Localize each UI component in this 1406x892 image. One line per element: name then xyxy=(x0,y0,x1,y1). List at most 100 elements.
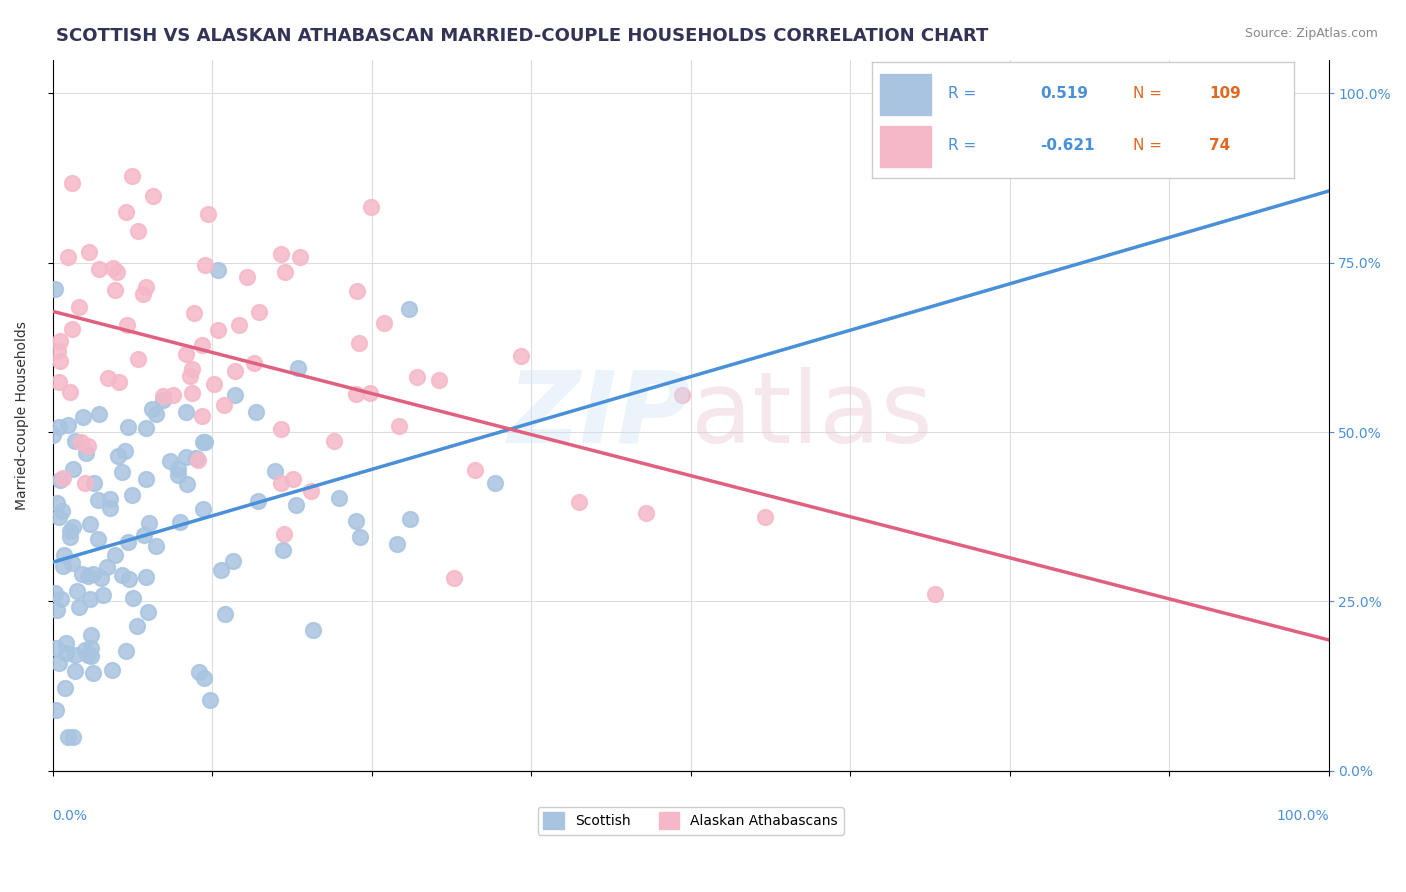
Point xyxy=(207,263,229,277)
Point xyxy=(127,224,149,238)
Point xyxy=(79,591,101,606)
Point xyxy=(344,514,367,528)
Point xyxy=(83,476,105,491)
Point xyxy=(302,623,325,637)
Point xyxy=(245,405,267,419)
Point xyxy=(174,450,197,465)
Point xyxy=(56,418,79,433)
Point xyxy=(111,465,134,479)
Point xyxy=(399,512,422,526)
Point xyxy=(104,548,127,562)
Point xyxy=(48,334,70,348)
Point xyxy=(65,434,87,449)
Point xyxy=(121,488,143,502)
Point xyxy=(167,462,190,476)
Text: 0.0%: 0.0% xyxy=(52,809,87,823)
Bar xyxy=(880,126,931,167)
Point xyxy=(42,428,65,442)
Point xyxy=(194,435,217,450)
Point xyxy=(264,464,287,478)
Y-axis label: Married-couple Households: Married-couple Households xyxy=(15,321,30,509)
Point xyxy=(70,434,93,449)
Point xyxy=(191,338,214,352)
Point xyxy=(44,282,66,296)
Point xyxy=(141,402,163,417)
Point xyxy=(214,607,236,622)
Point xyxy=(398,301,420,316)
Point xyxy=(162,388,184,402)
Point xyxy=(242,356,264,370)
Text: 74: 74 xyxy=(1209,138,1230,153)
Point xyxy=(197,207,219,221)
Point xyxy=(56,730,79,744)
Point xyxy=(281,472,304,486)
Point xyxy=(224,387,246,401)
Point xyxy=(91,588,114,602)
Point xyxy=(48,510,70,524)
Point xyxy=(79,517,101,532)
Point xyxy=(59,524,82,539)
Point xyxy=(284,498,307,512)
Point xyxy=(98,492,121,507)
Point xyxy=(46,343,69,358)
Point xyxy=(359,386,381,401)
Point xyxy=(48,419,70,434)
Point xyxy=(212,398,235,412)
Point xyxy=(73,642,96,657)
Point xyxy=(385,537,408,551)
Point xyxy=(373,317,395,331)
Point xyxy=(63,648,86,662)
Point xyxy=(108,376,131,390)
Point xyxy=(202,377,225,392)
Point xyxy=(270,422,292,436)
Point xyxy=(135,420,157,434)
Point xyxy=(174,405,197,419)
Point xyxy=(122,591,145,606)
Point xyxy=(322,434,344,449)
Text: R =: R = xyxy=(948,138,981,153)
Point xyxy=(79,628,101,642)
Point xyxy=(346,284,368,298)
Point xyxy=(360,200,382,214)
Point xyxy=(236,270,259,285)
Point xyxy=(60,176,83,190)
Point xyxy=(509,349,531,363)
Point xyxy=(75,476,97,491)
Point xyxy=(72,410,94,425)
Point xyxy=(70,567,93,582)
Point xyxy=(190,409,212,424)
Text: 100.0%: 100.0% xyxy=(1277,809,1329,823)
Point xyxy=(209,563,232,577)
Point xyxy=(80,640,103,655)
Point xyxy=(198,693,221,707)
Point xyxy=(52,558,75,573)
Point xyxy=(117,318,139,332)
Point xyxy=(111,568,134,582)
Point xyxy=(299,483,322,498)
Point xyxy=(114,444,136,458)
Text: ZIP: ZIP xyxy=(508,367,690,464)
Point xyxy=(45,641,67,656)
Point xyxy=(271,542,294,557)
Text: SCOTTISH VS ALASKAN ATHABASCAN MARRIED-COUPLE HOUSEHOLDS CORRELATION CHART: SCOTTISH VS ALASKAN ATHABASCAN MARRIED-C… xyxy=(56,27,988,45)
Point xyxy=(135,569,157,583)
Point xyxy=(117,534,139,549)
Point xyxy=(89,407,111,421)
Point xyxy=(179,369,201,384)
Point xyxy=(224,364,246,378)
Point xyxy=(65,664,87,678)
Point xyxy=(174,347,197,361)
Point xyxy=(101,663,124,677)
Point xyxy=(145,539,167,553)
Point xyxy=(132,286,155,301)
Text: atlas: atlas xyxy=(690,367,932,464)
Point xyxy=(290,250,312,264)
Point xyxy=(135,280,157,294)
Point xyxy=(247,304,270,318)
Bar xyxy=(880,74,931,114)
Point xyxy=(246,493,269,508)
Point xyxy=(287,361,309,376)
Point xyxy=(107,450,129,464)
Point xyxy=(77,244,100,259)
Point xyxy=(45,702,67,716)
